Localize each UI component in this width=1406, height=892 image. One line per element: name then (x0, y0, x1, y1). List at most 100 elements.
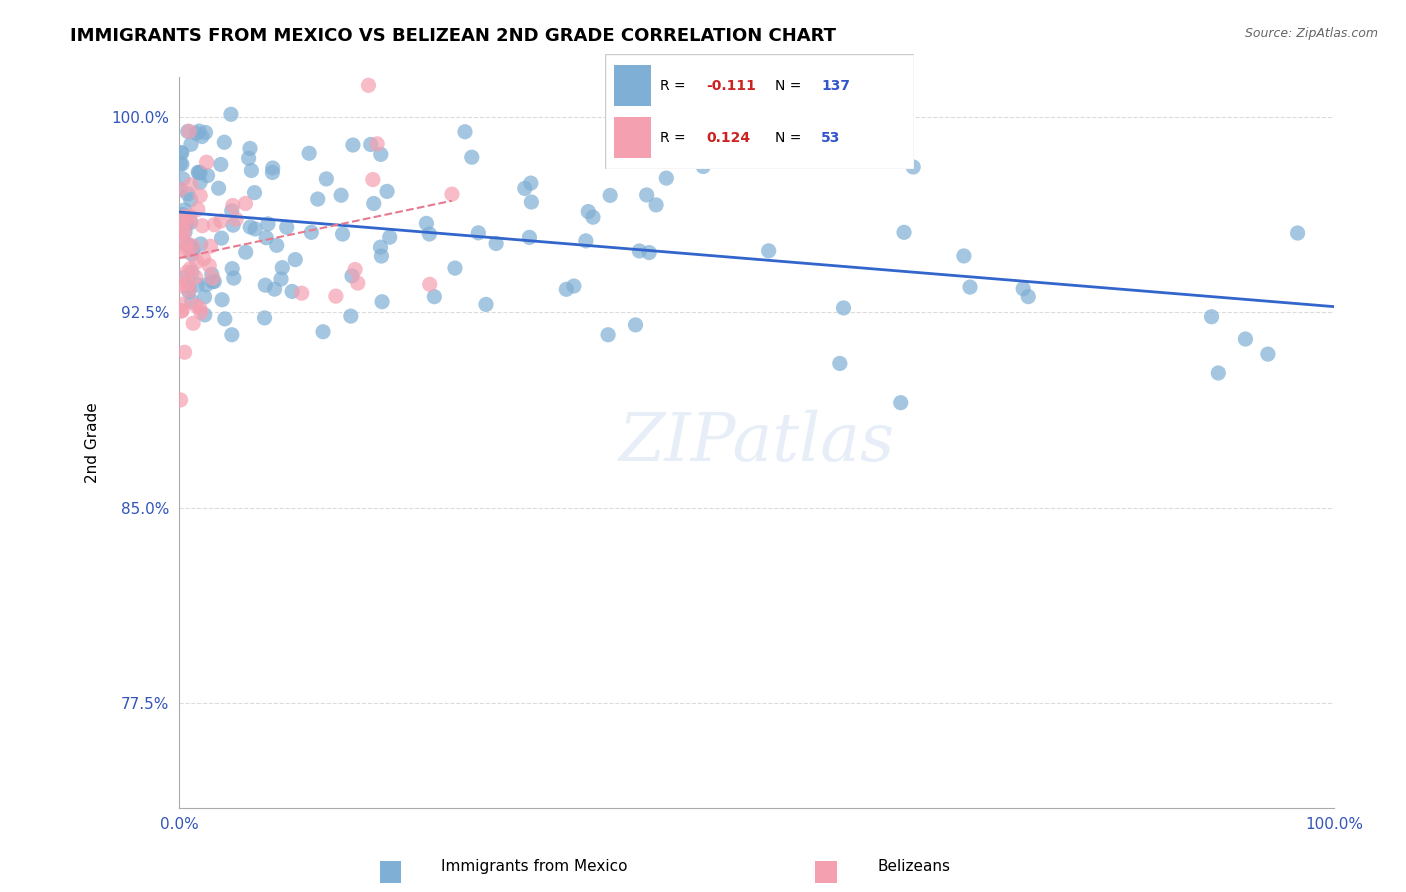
Immigrants from Mexico (201, 275, 224, 289)
Immigrants from Mexico (180, 215, 202, 229)
Immigrants from Mexico (378, 230, 401, 244)
Immigrants from Mexico (186, 277, 208, 292)
Immigrants from Mexico (1012, 282, 1035, 296)
Immigrants from Mexico (360, 137, 382, 152)
Belizeans (174, 235, 197, 250)
Immigrants from Mexico (467, 226, 489, 240)
Immigrants from Mexico (890, 395, 912, 409)
Belizeans (177, 284, 200, 298)
Immigrants from Mexico (195, 277, 218, 292)
Immigrants from Mexico (214, 135, 236, 149)
Belizeans (177, 243, 200, 257)
Immigrants from Mexico (235, 245, 257, 260)
Immigrants from Mexico (1257, 347, 1279, 361)
Immigrants from Mexico (375, 185, 398, 199)
Immigrants from Mexico (221, 327, 243, 342)
Immigrants from Mexico (575, 234, 598, 248)
Immigrants from Mexico (173, 270, 195, 285)
Immigrants from Mexico (638, 245, 661, 260)
Belizeans (291, 286, 314, 301)
Immigrants from Mexico (312, 325, 335, 339)
Immigrants from Mexico (181, 265, 204, 279)
Immigrants from Mexico (176, 237, 198, 252)
Immigrants from Mexico (170, 146, 193, 161)
Belizeans (188, 301, 211, 315)
Immigrants from Mexico (423, 290, 446, 304)
Immigrants from Mexico (262, 161, 284, 175)
Immigrants from Mexico (832, 301, 855, 315)
Immigrants from Mexico (576, 204, 599, 219)
Immigrants from Mexico (194, 290, 217, 304)
Belizeans (325, 289, 347, 303)
Immigrants from Mexico (173, 208, 195, 222)
Immigrants from Mexico (1208, 366, 1230, 380)
Immigrants from Mexico (177, 279, 200, 293)
Immigrants from Mexico (188, 175, 211, 189)
Immigrants from Mexico (636, 188, 658, 202)
Immigrants from Mexico (197, 169, 219, 183)
Immigrants from Mexico (599, 188, 621, 202)
Immigrants from Mexico (169, 183, 191, 197)
Immigrants from Mexico (231, 57, 253, 71)
Belizeans (181, 239, 204, 253)
Belizeans (172, 220, 194, 235)
Belizeans (187, 202, 209, 217)
Y-axis label: 2nd Grade: 2nd Grade (86, 402, 100, 483)
Immigrants from Mexico (221, 203, 243, 218)
Belizeans (344, 262, 367, 277)
Immigrants from Mexico (340, 309, 363, 323)
Belizeans (195, 155, 218, 169)
Immigrants from Mexico (179, 238, 201, 252)
Immigrants from Mexico (299, 225, 322, 239)
Immigrants from Mexico (201, 268, 224, 282)
Immigrants from Mexico (240, 163, 263, 178)
Text: IMMIGRANTS FROM MEXICO VS BELIZEAN 2ND GRADE CORRELATION CHART: IMMIGRANTS FROM MEXICO VS BELIZEAN 2ND G… (70, 27, 837, 45)
Immigrants from Mexico (254, 278, 277, 293)
Belizeans (169, 182, 191, 196)
Immigrants from Mexico (370, 240, 392, 254)
FancyBboxPatch shape (614, 65, 651, 106)
Belizeans (172, 303, 194, 318)
Belizeans (193, 252, 215, 266)
Immigrants from Mexico (332, 227, 354, 241)
Immigrants from Mexico (485, 236, 508, 251)
Immigrants from Mexico (340, 268, 363, 283)
Text: ZIPatlas: ZIPatlas (619, 410, 894, 475)
Immigrants from Mexico (253, 57, 276, 71)
Immigrants from Mexico (513, 181, 536, 195)
Text: N =: N = (775, 79, 806, 93)
Immigrants from Mexico (180, 294, 202, 309)
Immigrants from Mexico (186, 127, 208, 141)
Belizeans (184, 298, 207, 312)
Immigrants from Mexico (281, 285, 304, 299)
Belizeans (170, 304, 193, 318)
Belizeans (184, 270, 207, 285)
Belizeans (169, 276, 191, 290)
Belizeans (225, 212, 247, 227)
Immigrants from Mexico (901, 160, 924, 174)
Belizeans (173, 209, 195, 223)
Text: Source: ZipAtlas.com: Source: ZipAtlas.com (1244, 27, 1378, 40)
Immigrants from Mexico (953, 249, 976, 263)
Immigrants from Mexico (173, 202, 195, 217)
Immigrants from Mexico (893, 225, 915, 239)
Immigrants from Mexico (562, 279, 585, 293)
Immigrants from Mexico (188, 124, 211, 138)
Immigrants from Mexico (519, 230, 541, 244)
Immigrants from Mexico (194, 308, 217, 322)
Belizeans (176, 265, 198, 279)
Immigrants from Mexico (257, 217, 280, 231)
Belizeans (169, 230, 191, 244)
Immigrants from Mexico (188, 165, 211, 179)
Immigrants from Mexico (177, 124, 200, 138)
Immigrants from Mexico (181, 247, 204, 261)
Belizeans (188, 188, 211, 202)
Immigrants from Mexico (624, 318, 647, 332)
Belizeans (177, 215, 200, 229)
Immigrants from Mexico (209, 157, 232, 171)
Belizeans (172, 297, 194, 311)
Belizeans (235, 196, 257, 211)
FancyBboxPatch shape (605, 54, 914, 169)
Immigrants from Mexico (298, 146, 321, 161)
Immigrants from Mexico (202, 275, 225, 289)
